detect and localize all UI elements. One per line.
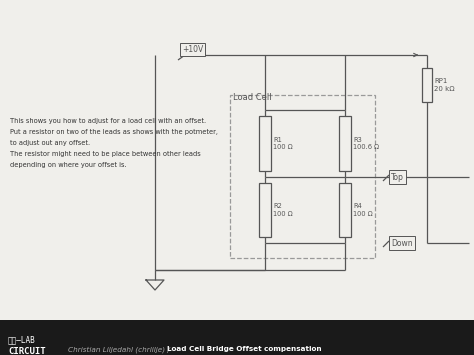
- Text: depending on where your offset is.: depending on where your offset is.: [10, 162, 127, 168]
- Bar: [422, 68, 432, 102]
- Text: Down: Down: [391, 239, 413, 247]
- Bar: [230, 95, 375, 258]
- Text: R1
100 Ω: R1 100 Ω: [273, 137, 292, 150]
- Bar: [339, 183, 351, 237]
- Text: CIRCUIT: CIRCUIT: [8, 347, 46, 355]
- Text: R4
100 Ω: R4 100 Ω: [353, 203, 373, 217]
- Text: +10V: +10V: [182, 45, 203, 54]
- Text: RP1
20 kΩ: RP1 20 kΩ: [434, 78, 455, 92]
- Bar: [339, 116, 351, 171]
- Bar: [259, 116, 271, 171]
- Text: Load Cell Bridge Offset compensation: Load Cell Bridge Offset compensation: [167, 346, 322, 352]
- Text: Load Cell: Load Cell: [233, 93, 272, 102]
- Text: to adjust out any offset.: to adjust out any offset.: [10, 140, 90, 146]
- Text: R3
100.6 Ω: R3 100.6 Ω: [353, 137, 379, 150]
- Bar: [259, 183, 271, 237]
- Text: The resistor might need to be place between other leads: The resistor might need to be place betw…: [10, 151, 201, 157]
- Text: This shows you how to adjust for a load cell with an offset.: This shows you how to adjust for a load …: [10, 118, 206, 124]
- Text: Put a resistor on two of the leads as shows with the potmeter,: Put a resistor on two of the leads as sh…: [10, 129, 218, 135]
- Text: R2
100 Ω: R2 100 Ω: [273, 203, 292, 217]
- Text: Christian Liljedahl (chrlilje) /: Christian Liljedahl (chrlilje) /: [68, 346, 172, 353]
- Bar: [0, 320, 474, 355]
- Text: Top: Top: [391, 173, 404, 181]
- Text: ∿∿—LAB: ∿∿—LAB: [8, 335, 36, 344]
